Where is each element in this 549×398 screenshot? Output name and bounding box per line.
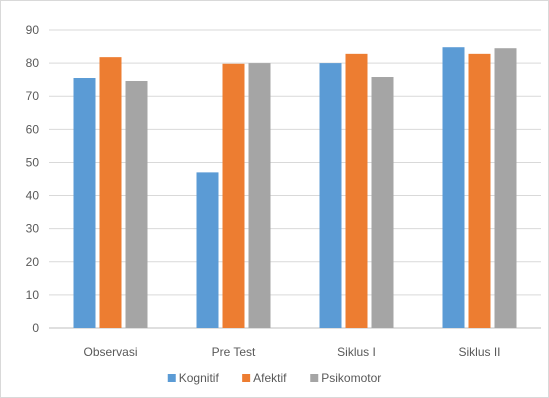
legend-label-afektif: Afektif <box>253 371 287 385</box>
gridlines <box>49 29 541 329</box>
bars <box>73 47 517 329</box>
y-tick-label: 50 <box>26 155 40 169</box>
x-category-label: Siklus I <box>337 345 376 359</box>
bar-afektif-observasi <box>99 57 122 328</box>
y-tick-label: 40 <box>26 189 40 203</box>
y-tick-label: 0 <box>32 321 39 335</box>
bar-afektif-siklus-ii <box>468 53 491 329</box>
bar-afektif-pre-test <box>222 63 245 328</box>
bar-kognitif-siklus-i <box>319 63 342 328</box>
y-tick-label: 10 <box>26 288 40 302</box>
y-axis-ticks: 0 10 20 30 40 50 60 70 80 90 <box>26 23 40 335</box>
bar-psikomotor-siklus-ii <box>494 48 517 328</box>
legend-label-psikomotor: Psikomotor <box>321 371 381 385</box>
bar-psikomotor-pre-test <box>248 63 271 328</box>
bar-kognitif-observasi <box>73 78 96 328</box>
y-tick-label: 90 <box>26 23 40 37</box>
legend: Kognitif Afektif Psikomotor <box>167 371 381 385</box>
y-tick-label: 80 <box>26 56 40 70</box>
bar-kognitif-pre-test <box>196 172 219 328</box>
y-tick-label: 20 <box>26 255 40 269</box>
y-tick-label: 30 <box>26 222 40 236</box>
x-axis-categories: Observasi Pre Test Siklus I Siklus II <box>83 345 500 359</box>
legend-swatch-kognitif <box>167 374 176 382</box>
x-category-label: Pre Test <box>212 345 256 359</box>
x-category-label: Observasi <box>83 345 137 359</box>
bar-afektif-siklus-i <box>345 53 368 329</box>
bar-psikomotor-observasi <box>125 80 148 328</box>
legend-swatch-afektif <box>242 374 251 382</box>
x-category-label: Siklus II <box>458 345 500 359</box>
legend-swatch-psikomotor <box>310 374 319 382</box>
y-tick-label: 60 <box>26 122 40 136</box>
y-tick-label: 70 <box>26 89 40 103</box>
legend-label-kognitif: Kognitif <box>179 371 220 385</box>
bar-kognitif-siklus-ii <box>442 47 465 329</box>
bar-psikomotor-siklus-i <box>371 77 394 328</box>
